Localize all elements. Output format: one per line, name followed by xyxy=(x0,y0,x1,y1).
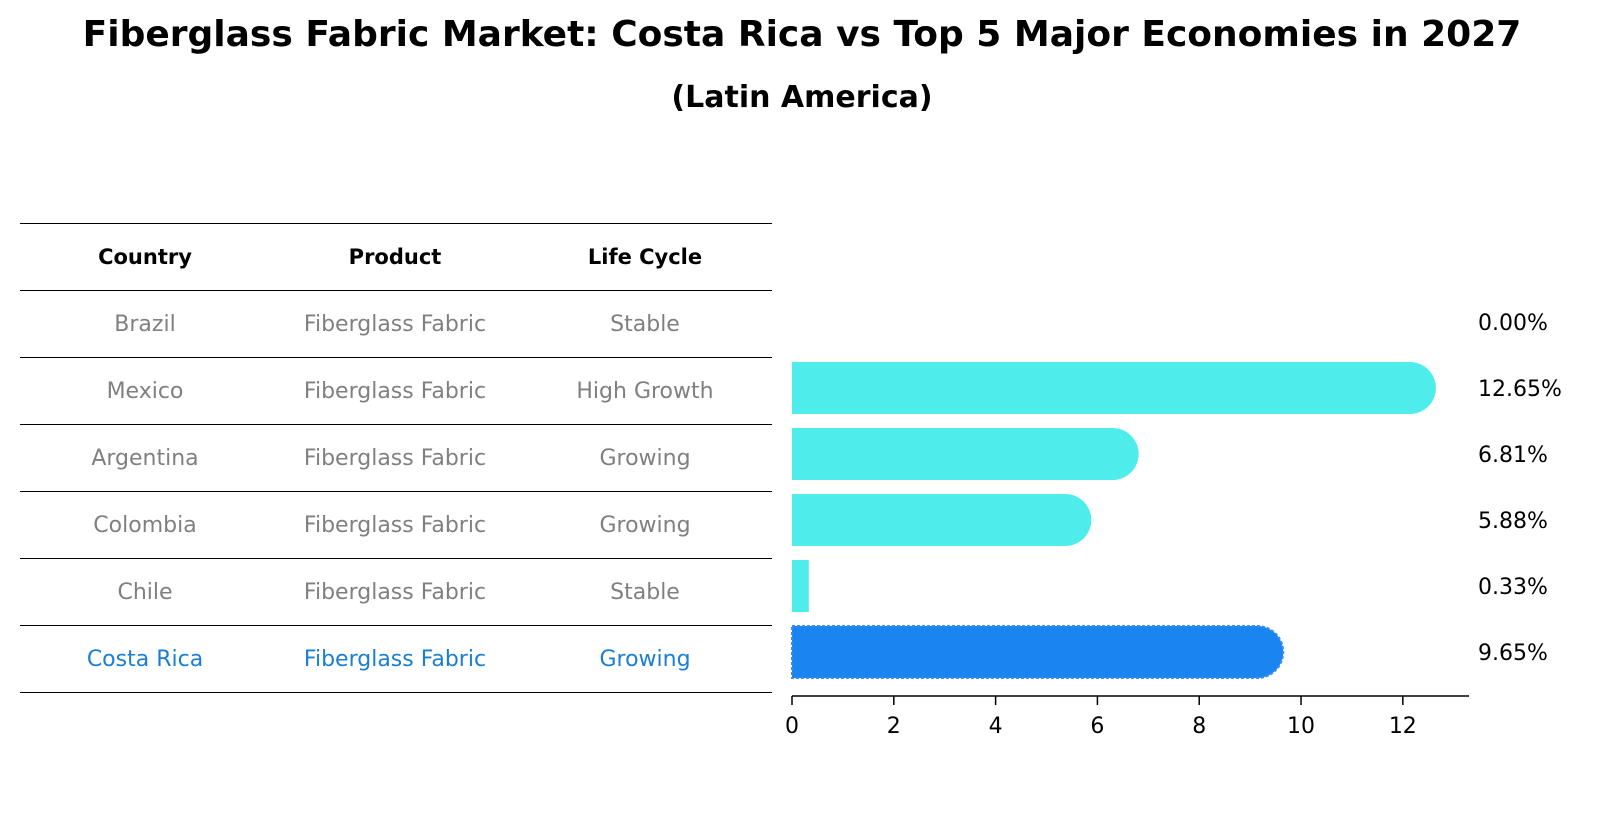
bar xyxy=(792,362,1436,414)
column-header-product: Product xyxy=(348,245,442,269)
bar xyxy=(792,428,1139,480)
x-tick-label: 6 xyxy=(1090,714,1104,739)
product-cell: Fiberglass Fabric xyxy=(303,579,487,605)
x-tick-label: 10 xyxy=(1287,714,1315,739)
table-row-highlight: Costa Rica Fiberglass Fabric Growing xyxy=(20,625,772,693)
product-cell: Fiberglass Fabric xyxy=(303,512,487,538)
life-cycle-cell: Growing xyxy=(599,646,691,672)
bar xyxy=(792,560,809,612)
table-row: Brazil Fiberglass Fabric Stable xyxy=(20,290,772,357)
x-tick-label: 8 xyxy=(1192,714,1206,739)
value-label: 0.00% xyxy=(1478,311,1548,336)
chart-subtitle: (Latin America) xyxy=(671,80,933,115)
product-cell: Fiberglass Fabric xyxy=(303,445,487,471)
value-label: 5.88% xyxy=(1478,509,1548,534)
x-tick-label: 0 xyxy=(785,714,799,739)
life-cycle-cell: Stable xyxy=(610,311,680,337)
column-header-country: Country xyxy=(98,245,192,269)
product-cell: Fiberglass Fabric xyxy=(303,378,487,404)
column-header-life-cycle: Life Cycle xyxy=(587,245,703,269)
x-tick-label: 4 xyxy=(989,714,1003,739)
x-tick-label: 2 xyxy=(887,714,901,739)
value-label: 12.65% xyxy=(1478,377,1562,402)
table-row: Colombia Fiberglass Fabric Growing xyxy=(20,491,772,558)
value-label: 0.33% xyxy=(1478,575,1548,600)
country-cell: Chile xyxy=(117,579,173,605)
product-cell: Fiberglass Fabric xyxy=(303,646,487,672)
bar xyxy=(791,625,1285,679)
table-row: Chile Fiberglass Fabric Stable xyxy=(20,558,772,625)
country-cell: Colombia xyxy=(93,512,197,538)
product-cell: Fiberglass Fabric xyxy=(303,311,487,337)
life-cycle-cell: High Growth xyxy=(576,378,714,404)
country-cell: Argentina xyxy=(91,445,199,471)
life-cycle-cell: Growing xyxy=(599,445,691,471)
x-tick-label: 12 xyxy=(1389,714,1417,739)
value-label: 6.81% xyxy=(1478,443,1548,468)
life-cycle-cell: Stable xyxy=(610,579,680,605)
chart-title: Fiberglass Fabric Market: Costa Rica vs … xyxy=(82,14,1522,55)
country-cell: Brazil xyxy=(114,311,176,337)
life-cycle-cell: Growing xyxy=(599,512,691,538)
table-header-row: Country Product Life Cycle xyxy=(20,223,772,290)
country-cell: Costa Rica xyxy=(86,646,204,672)
value-label: 9.65% xyxy=(1478,641,1548,666)
bar xyxy=(792,494,1092,546)
country-cell: Mexico xyxy=(106,378,184,404)
table-row: Mexico Fiberglass Fabric High Growth xyxy=(20,357,772,424)
data-table: Country Product Life Cycle Brazil Fiberg… xyxy=(20,223,772,693)
table-row: Argentina Fiberglass Fabric Growing xyxy=(20,424,772,491)
